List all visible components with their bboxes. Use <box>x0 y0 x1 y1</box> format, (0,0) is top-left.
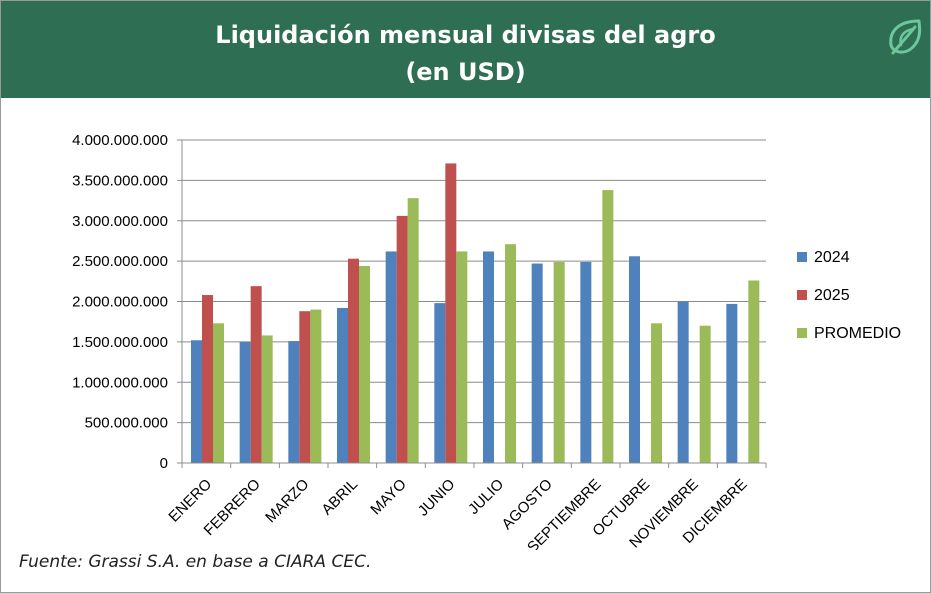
y-tick-label: 3.000.000.000 <box>72 213 168 230</box>
bar-2024-marzo <box>288 341 300 463</box>
y-tick-label: 0 <box>160 455 168 472</box>
bar-2025-junio <box>445 163 457 463</box>
x-tick-label: MAYO <box>367 476 409 518</box>
bar-2024-octubre <box>629 256 640 463</box>
chart-subtitle: (en USD) <box>405 58 526 86</box>
legend: 2024 2025 PROMEDIO <box>797 249 901 342</box>
x-tick-label: JULIO <box>465 476 507 518</box>
bar-2024-septiembre <box>580 261 592 463</box>
bar-promedio-abril <box>359 265 370 463</box>
bar-promedio-mayo <box>407 198 419 463</box>
legend-swatch-2024 <box>797 252 807 262</box>
bar-promedio-febrero <box>261 335 273 463</box>
x-tick-label: MARZO <box>262 476 312 526</box>
bar-2024-noviembre <box>677 301 689 463</box>
bar-promedio-noviembre <box>699 325 711 463</box>
y-tick-label: 3.500.000.000 <box>72 172 168 189</box>
bar-promedio-septiembre <box>602 190 614 463</box>
x-tick-label: JUNIO <box>415 476 459 520</box>
y-tick-label: 500.000.000 <box>85 415 168 432</box>
bar-promedio-marzo <box>310 309 322 463</box>
x-tick-label: ENERO <box>165 476 215 526</box>
bar-promedio-octubre <box>651 323 662 463</box>
y-tick-label: 2.000.000.000 <box>72 294 168 311</box>
bar-2025-abril <box>348 258 359 463</box>
bar-promedio-julio <box>505 244 516 463</box>
legend-swatch-promedio <box>797 328 807 338</box>
bar-promedio-enero <box>213 323 224 463</box>
bar-2025-enero <box>202 295 213 463</box>
chart-title: Liquidación mensual divisas del agro <box>215 21 716 49</box>
legend-swatch-2025 <box>797 290 807 300</box>
bar-2024-mayo <box>385 251 397 463</box>
bar-2025-marzo <box>299 311 311 463</box>
bar-2025-febrero <box>250 286 262 463</box>
bar-2024-diciembre <box>726 303 738 463</box>
legend-label-promedio: PROMEDIO <box>814 325 901 342</box>
source-note: Fuente: Grassi S.A. en base a CIARA CEC. <box>19 552 372 572</box>
bar-chart: 0 500.000.000 1.000.000.000 1.500.000.000 2.… <box>72 132 901 550</box>
y-tick-label: 1.500.000.000 <box>72 334 168 351</box>
bar-2024-agosto <box>531 263 543 463</box>
bars <box>191 163 760 463</box>
title-banner: Liquidación mensual divisas del agro (en… <box>1 1 930 98</box>
bar-promedio-diciembre <box>748 280 760 463</box>
leaf-icon-outline <box>889 19 922 54</box>
legend-label-2025: 2025 <box>814 287 850 304</box>
bar-promedio-agosto <box>553 261 565 463</box>
y-tick-label: 4.000.000.000 <box>72 132 168 149</box>
legend-label-2024: 2024 <box>814 249 850 266</box>
bar-2024-febrero <box>239 341 251 463</box>
leaf-icon-inner <box>899 27 915 47</box>
bar-2024-junio <box>434 303 446 463</box>
bar-2024-abril <box>337 307 348 463</box>
bar-2025-mayo <box>396 215 408 463</box>
bar-2024-enero <box>191 340 202 463</box>
y-tick-label: 1.000.000.000 <box>72 374 168 391</box>
y-axis: 0 500.000.000 1.000.000.000 1.500.000.000 2.… <box>72 132 183 472</box>
x-tick-label: ABRIL <box>318 476 361 519</box>
leaf-icon <box>889 19 922 55</box>
y-tick-label: 2.500.000.000 <box>72 253 168 270</box>
bar-promedio-junio <box>456 251 468 463</box>
bar-2024-julio <box>483 251 494 463</box>
